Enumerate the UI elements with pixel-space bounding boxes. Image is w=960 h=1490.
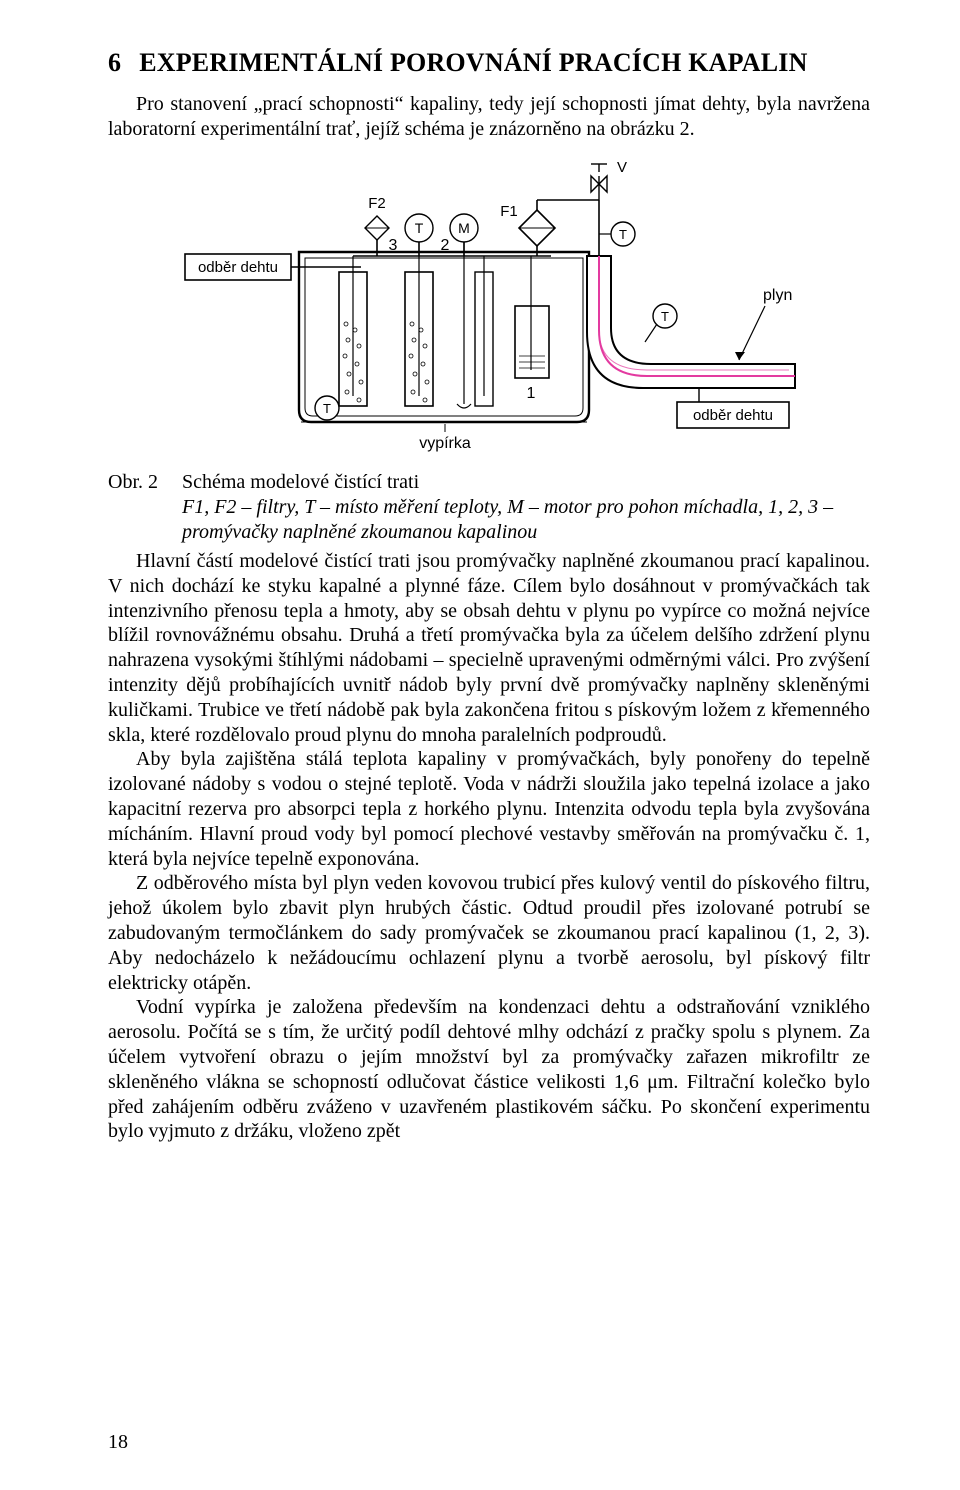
fig-label-t-tank: T [323, 401, 331, 416]
fig-label-t-r1: T [619, 227, 627, 242]
fig-label-odber-left: odběr dehtu [198, 259, 278, 276]
fig-label-t-r2: T [661, 309, 669, 324]
fig-label-f1: F1 [500, 203, 518, 220]
section-number: 6 [108, 48, 121, 78]
fig-label-plyn: plyn [763, 287, 792, 304]
fig-label-t-top: T [415, 220, 424, 236]
body-para-2: Aby byla zajištěna stálá teplota kapalin… [108, 747, 870, 871]
intro-paragraph: Pro stanovení „prací schopnosti“ kapalin… [108, 92, 870, 142]
page-number: 18 [108, 1431, 128, 1454]
fig-label-v: V [617, 159, 627, 176]
fig-label-odber-right: odběr dehtu [693, 407, 773, 424]
caption-label: Obr. 2 [108, 470, 182, 545]
fig-label-m: M [458, 220, 470, 236]
fig-label-2: 2 [441, 237, 450, 254]
fig-label-1: 1 [527, 385, 536, 402]
section-title: EXPERIMENTÁLNÍ POROVNÁNÍ PRACÍCH KAPALIN [139, 48, 807, 77]
section-heading: 6 EXPERIMENTÁLNÍ POROVNÁNÍ PRACÍCH KAPALI… [108, 48, 870, 78]
caption-title: Schéma modelové čistící trati [182, 470, 870, 495]
fig-label-f2: F2 [368, 195, 386, 212]
caption-legend: F1, F2 – filtry, T – místo měření teplot… [182, 495, 870, 545]
figure-2-svg: odběr dehtu [179, 156, 799, 456]
figure-caption: Obr. 2 Schéma modelové čistící trati F1,… [108, 470, 870, 545]
body-para-3: Z odběrového místa byl plyn veden kovovo… [108, 871, 870, 995]
body-para-1: Hlavní částí modelové čistící trati jsou… [108, 549, 870, 747]
fig-label-3: 3 [389, 237, 398, 254]
fig-label-vypirka: vypírka [419, 435, 471, 452]
body-para-4: Vodní vypírka je založena především na k… [108, 995, 870, 1144]
figure-2: odběr dehtu [108, 156, 870, 456]
